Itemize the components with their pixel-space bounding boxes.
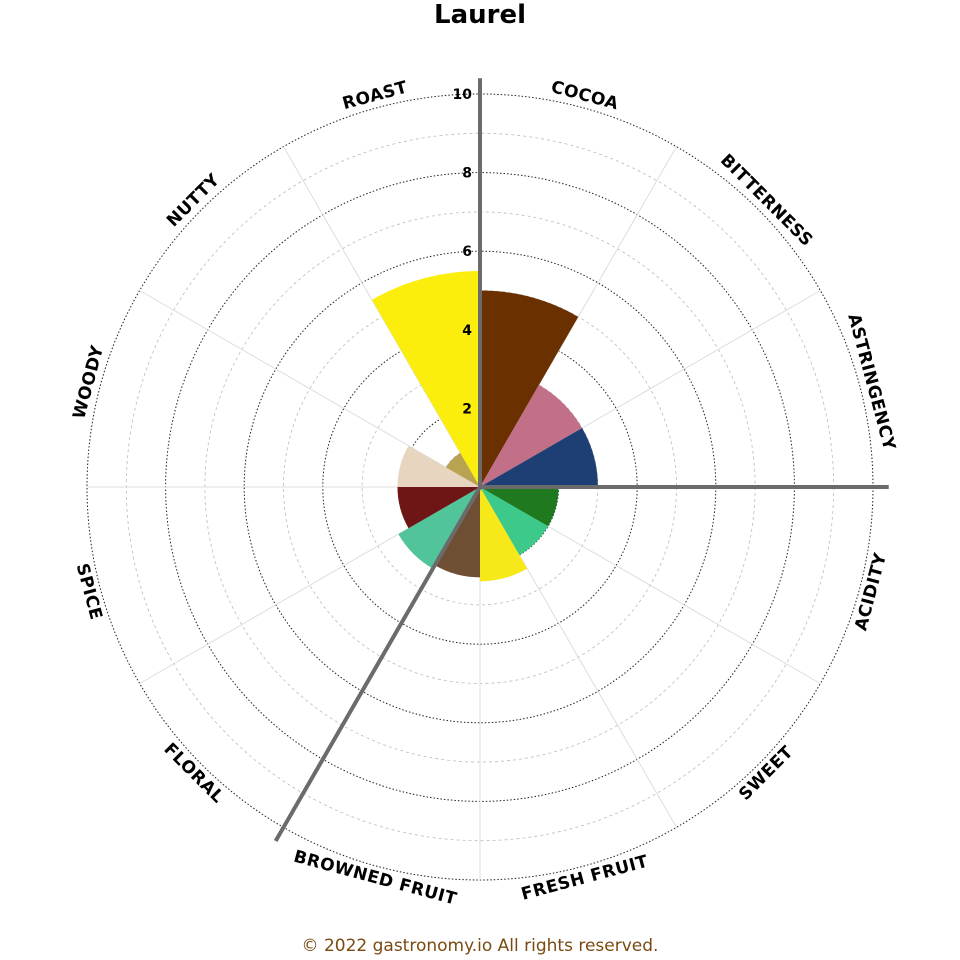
wedge-spice <box>397 487 480 529</box>
category-label: ASTRINGENCY <box>843 312 899 453</box>
category-label: WOODY <box>69 343 108 421</box>
grid-spoke <box>139 486 481 684</box>
tick-label: 10 <box>453 87 473 103</box>
copyright-text: © 2022 gastronomy.io All rights reserved… <box>302 936 659 956</box>
category-label: FLORAL <box>160 739 228 807</box>
tick-label: 6 <box>462 244 472 260</box>
category-label: FRESH FRUIT <box>519 852 650 905</box>
wedge-roast <box>371 270 480 487</box>
wedge-astringency <box>480 428 598 487</box>
category-label: ROAST <box>340 78 410 115</box>
axis-line <box>273 486 482 842</box>
wedge-acidity <box>480 487 559 527</box>
bars <box>371 270 598 582</box>
tick-label: 4 <box>462 323 472 339</box>
wedge-floral <box>398 487 480 569</box>
wedge-sweet <box>480 487 549 556</box>
grid-spoke <box>139 290 481 488</box>
category-label: NUTTY <box>163 170 224 231</box>
category-label: COCOA <box>549 77 621 114</box>
tick-label: 2 <box>462 401 472 417</box>
chart-title: Laurel <box>434 0 526 30</box>
wedge-nutty <box>445 452 480 487</box>
wedge-cocoa <box>480 290 579 487</box>
wedge-woody <box>397 445 480 487</box>
category-label: BITTERNESS <box>716 150 817 251</box>
tick-label: 8 <box>462 166 472 182</box>
radial-ticks: 2 4 6 8 10 <box>453 87 473 417</box>
category-label: BROWNED FRUIT <box>291 847 459 910</box>
wedge-fresh-fruit <box>480 487 528 582</box>
wedge-bitterness <box>480 384 583 487</box>
category-label: SWEET <box>735 742 797 804</box>
category-label: ACIDITY <box>851 551 891 633</box>
axis-lines <box>273 78 889 842</box>
